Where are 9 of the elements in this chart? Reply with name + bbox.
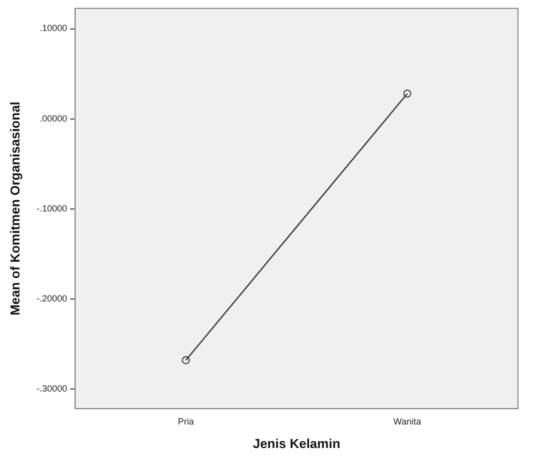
y-tick-label: -.10000	[36, 203, 68, 214]
y-tick-label: .10000	[40, 23, 68, 34]
y-tick-label: .00000	[40, 113, 68, 124]
x-axis-title: Jenis Kelamin	[252, 436, 340, 451]
x-tick-label: Wanita	[393, 416, 422, 426]
y-tick-label: -.30000	[36, 384, 68, 394]
x-tick-label: Pria	[178, 416, 194, 426]
y-tick-label: -.20000	[36, 293, 68, 304]
y-axis-title: Mean of Komitmen Organisasional	[7, 102, 22, 316]
